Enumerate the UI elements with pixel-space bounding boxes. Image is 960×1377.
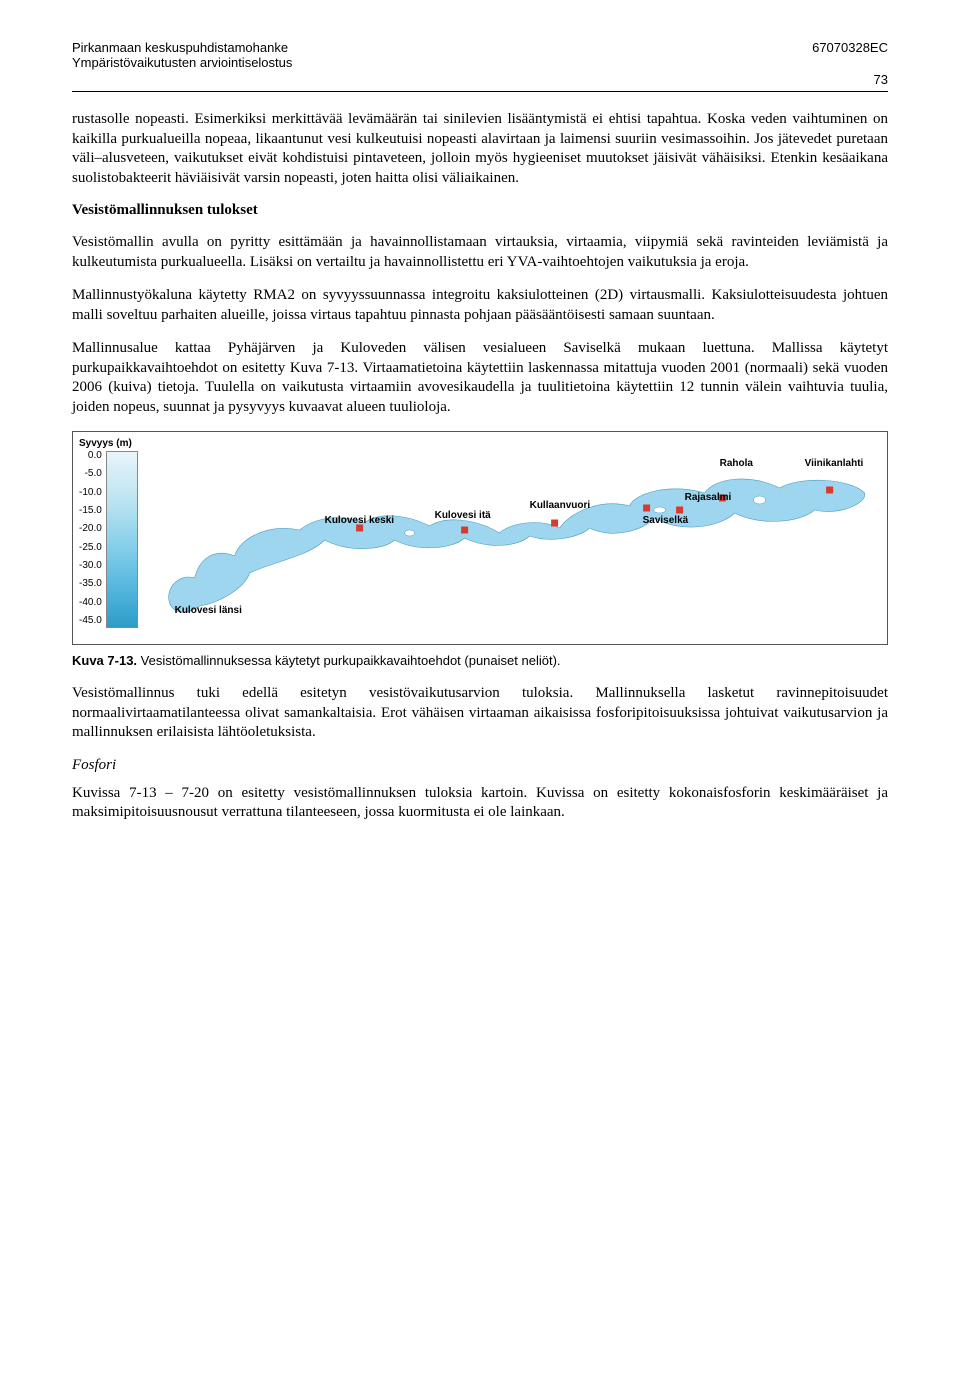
depth-tick: -10.0 (79, 488, 102, 498)
depth-tick: -5.0 (79, 469, 102, 479)
paragraph-3: Mallinnustyökaluna käytetty RMA2 on syvy… (72, 286, 888, 325)
figure-caption: Kuva 7-13. Vesistömallinnuksessa käytety… (72, 653, 888, 668)
header-project: Pirkanmaan keskuspuhdistamohanke (72, 40, 292, 55)
map-label: Kulovesi itä (434, 510, 491, 521)
depth-legend: Syvyys (m) 0.0 -5.0 -10.0 -15.0 -20.0 -2… (79, 438, 138, 638)
map-label: Rajasalmi (684, 492, 731, 503)
map-label: Saviselkä (642, 515, 688, 526)
italic-heading: Fosfori (72, 757, 888, 774)
map-label: Viinikanlahti (804, 458, 863, 469)
header-docid: 67070328EC (812, 40, 888, 55)
paragraph-5: Vesistömallinnus tuki edellä esitetyn ve… (72, 684, 888, 743)
map-label: Kulovesi länsi (174, 605, 241, 616)
discharge-marker (551, 520, 558, 527)
depth-ticks: 0.0 -5.0 -10.0 -15.0 -20.0 -25.0 -30.0 -… (79, 451, 106, 626)
discharge-marker (461, 527, 468, 534)
discharge-marker (826, 487, 833, 494)
figure-caption-text: Vesistömallinnuksessa käytetyt purkupaik… (137, 653, 560, 668)
section-heading: Vesistömallinnuksen tulokset (72, 202, 888, 219)
depth-tick: -45.0 (79, 616, 102, 626)
depth-tick: -40.0 (79, 598, 102, 608)
body-text: rustasolle nopeasti. Esimerkiksi merkitt… (72, 110, 888, 823)
depth-legend-title: Syvyys (m) (79, 438, 138, 449)
depth-tick: -20.0 (79, 524, 102, 534)
depth-colorbar (106, 451, 138, 628)
map-label: Rahola (719, 458, 753, 469)
depth-tick: -25.0 (79, 543, 102, 553)
map-label: Kullaanvuori (529, 500, 590, 511)
page-number: 73 (72, 72, 888, 87)
figure-caption-label: Kuva 7-13. (72, 653, 137, 668)
map-area: Rahola Viinikanlahti Kullaanvuori Kulovesi … (148, 438, 881, 638)
island (404, 530, 414, 536)
paragraph-2: Vesistömallin avulla on pyritty esittämä… (72, 233, 888, 272)
map-label: Kulovesi keski (324, 515, 394, 526)
depth-tick: 0.0 (79, 451, 102, 461)
discharge-marker (676, 507, 683, 514)
island (653, 507, 665, 513)
page-header: Pirkanmaan keskuspuhdistamohanke Ympäris… (72, 40, 888, 70)
header-subtitle: Ympäristövaikutusten arviointiselostus (72, 55, 292, 70)
depth-tick: -30.0 (79, 561, 102, 571)
paragraph-1: rustasolle nopeasti. Esimerkiksi merkitt… (72, 110, 888, 188)
paragraph-4: Mallinnusalue kattaa Pyhäjärven ja Kulov… (72, 339, 888, 417)
island (753, 496, 765, 504)
figure-7-13: Syvyys (m) 0.0 -5.0 -10.0 -15.0 -20.0 -2… (72, 431, 888, 645)
map-svg: Rahola Viinikanlahti Kullaanvuori Kulovesi … (148, 438, 881, 633)
depth-tick: -15.0 (79, 506, 102, 516)
paragraph-6: Kuvissa 7-13 – 7-20 on esitetty vesistöm… (72, 784, 888, 823)
header-rule (72, 91, 888, 92)
depth-tick: -35.0 (79, 579, 102, 589)
discharge-marker (643, 505, 650, 512)
